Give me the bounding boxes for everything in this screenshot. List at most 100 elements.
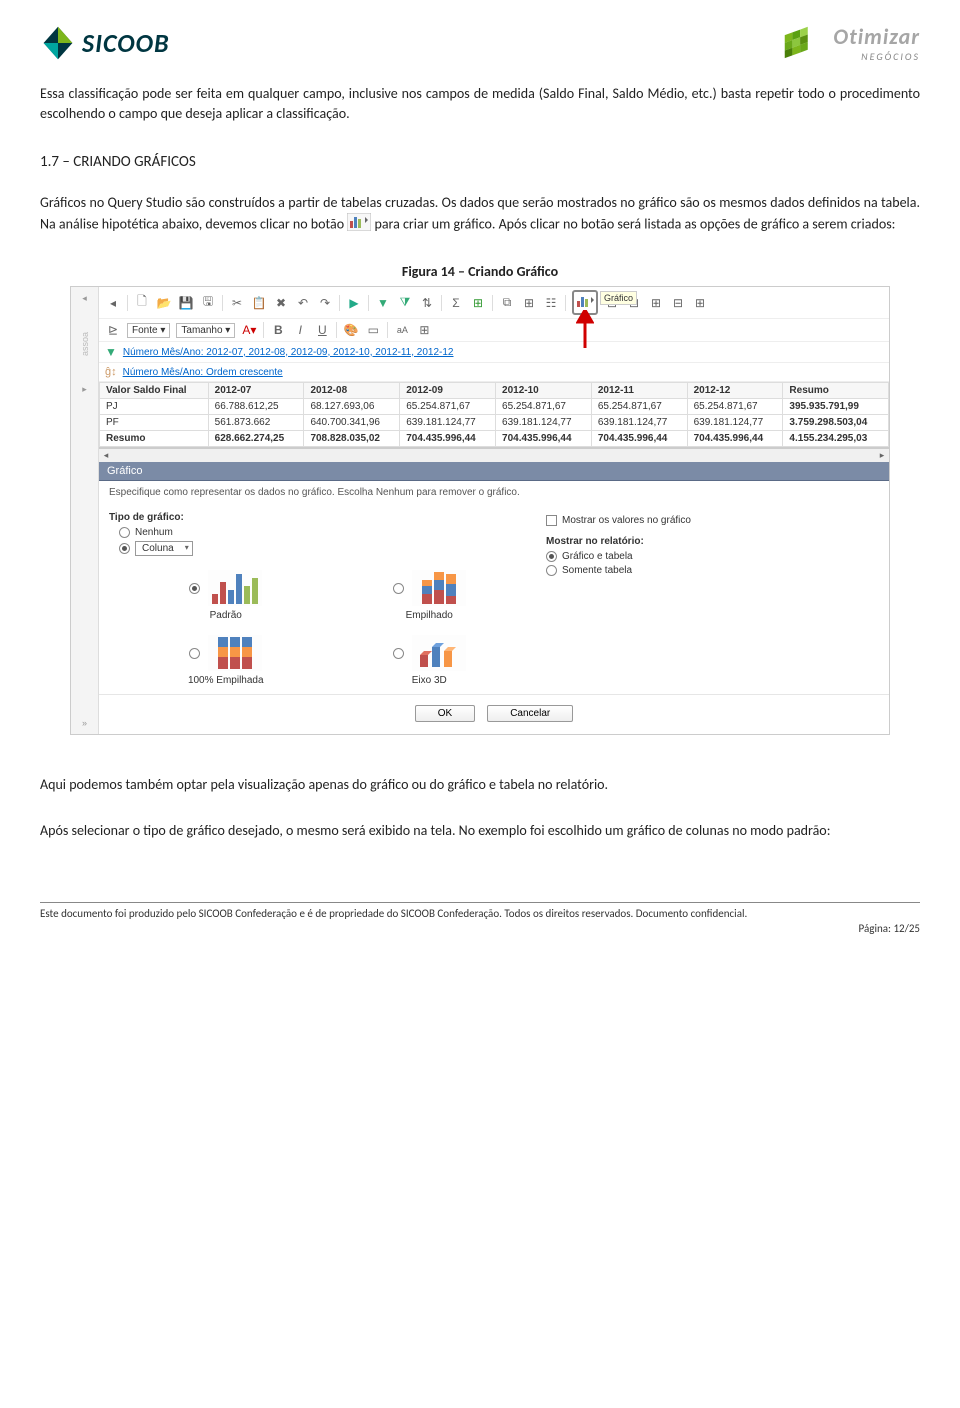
bgcolor-icon[interactable]: 🎨 (343, 322, 359, 338)
collapse-icon[interactable]: ⊟ (670, 295, 686, 311)
table-cell: 704.435.996,44 (591, 431, 687, 447)
radio-cem[interactable] (189, 648, 200, 659)
size-select[interactable]: Tamanho ▾ (176, 323, 235, 338)
table-header: 2012-09 (400, 383, 496, 399)
check-mostrar-valores[interactable]: Mostrar os valores no gráfico (546, 515, 879, 526)
save-icon[interactable]: 💾 (178, 295, 194, 311)
radio-icon-checked[interactable] (119, 543, 130, 554)
table-cell: 640.700.341,96 (304, 415, 400, 431)
filter2-icon[interactable]: ⧩ (397, 295, 413, 311)
label-empilhado: Empilhado (406, 610, 453, 621)
filter-icon[interactable]: ▼ (375, 295, 391, 311)
radio-eixo3d[interactable] (393, 648, 404, 659)
table-header: 2012-08 (304, 383, 400, 399)
label-padrao: Padrão (210, 610, 242, 621)
radio-empilhado[interactable] (393, 583, 404, 594)
undo-icon[interactable]: ↶ (295, 295, 311, 311)
bold-icon[interactable]: B (270, 322, 286, 338)
misc3-icon[interactable]: ⊞ (648, 295, 664, 311)
table-cell: 639.181.124,77 (400, 415, 496, 431)
sort-link[interactable]: Número Mês/Ano: Ordem crescente (123, 367, 283, 378)
checkbox-icon[interactable] (546, 515, 557, 526)
radio-padrao[interactable] (189, 583, 200, 594)
radio-nenhum[interactable]: Nenhum (119, 527, 516, 538)
table-header: 2012-12 (687, 383, 783, 399)
chart-opt-padrao: Padrão (139, 570, 313, 621)
table-cell: 708.828.035,02 (304, 431, 400, 447)
footer-text: Este documento foi produzido pelo SICOOB… (40, 907, 920, 920)
new-icon[interactable]: 🗋 (134, 295, 150, 311)
cut-icon[interactable]: ✂ (229, 295, 245, 311)
table-header: Resumo (783, 383, 889, 399)
page-footer: Este documento foi produzido pelo SICOOB… (40, 902, 920, 935)
thumb-empilhado[interactable] (412, 570, 466, 606)
p3: Aqui podemos também optar pela visualiza… (40, 775, 920, 795)
label-cem: 100% Empilhada (188, 675, 264, 686)
calc-icon[interactable]: ⊞ (470, 295, 486, 311)
horizontal-scrollbar[interactable]: ◂▸ (99, 448, 889, 462)
table-cell: 3.759.298.503,04 (783, 415, 889, 431)
chart-opt-cem: 100% Empilhada (139, 635, 313, 686)
sort-icon[interactable]: ⇅ (419, 295, 435, 311)
open-icon[interactable]: 📂 (156, 295, 172, 311)
radio-somente-tabela[interactable]: Somente tabela (546, 565, 879, 576)
section-title: 1.7 – CRIANDO GRÁFICOS (40, 153, 920, 171)
pivot-icon[interactable]: ⊞ (521, 295, 537, 311)
fontcolor-icon[interactable]: A▾ (241, 322, 257, 338)
filter-row: ▼ Número Mês/Ano: 2012-07, 2012-08, 2012… (99, 342, 889, 363)
delete-icon[interactable]: ✖ (273, 295, 289, 311)
table-row: Resumo628.662.274,25708.828.035,02704.43… (100, 431, 889, 447)
save-as-icon[interactable]: 🖫 (200, 295, 216, 311)
coluna-select[interactable]: Coluna (135, 541, 193, 556)
radio-grafico-tabela[interactable]: Gráfico e tabela (546, 551, 879, 562)
table-cell: 65.254.871,67 (687, 399, 783, 415)
cancel-button[interactable]: Cancelar (487, 705, 573, 722)
redo-icon[interactable]: ↷ (317, 295, 333, 311)
expand-icon[interactable]: ⊞ (692, 295, 708, 311)
chart-style-grid: Padrão Empilhado (139, 570, 516, 686)
chart-opt-empilhado: Empilhado (343, 570, 517, 621)
sort-row: ĝ↕ Número Mês/Ano: Ordem crescente (99, 363, 889, 382)
italic-icon[interactable]: I (292, 322, 308, 338)
opt-grafico-tabela-label: Gráfico e tabela (562, 551, 633, 562)
radio-coluna[interactable]: Coluna (119, 541, 516, 556)
border-icon[interactable]: ▭ (365, 322, 381, 338)
paste-icon[interactable]: 📋 (251, 295, 267, 311)
mostrar-valores-label: Mostrar os valores no gráfico (562, 515, 691, 526)
table-header: Valor Saldo Final (100, 383, 209, 399)
p2-part-b: para criar um gráfico. Após clicar no bo… (374, 215, 895, 232)
intro-paragraph: Essa classificação pode ser feita em qua… (40, 84, 920, 125)
opt-nenhum-label: Nenhum (135, 527, 173, 538)
red-arrow-icon (576, 310, 594, 348)
table-cell: Resumo (100, 431, 209, 447)
section-icon[interactable]: ☷ (543, 295, 559, 311)
filter-link[interactable]: Número Mês/Ano: 2012-07, 2012-08, 2012-0… (123, 347, 454, 358)
underline-icon[interactable]: U (314, 322, 330, 338)
radio-st-icon[interactable] (546, 565, 557, 576)
table-cell: 639.181.124,77 (591, 415, 687, 431)
toolbar-row-font: ⊵ Fonte ▾ Tamanho ▾ A▾ B I U 🎨 ▭ aA ⊞ (99, 319, 889, 342)
aa-icon[interactable]: aA (394, 322, 410, 338)
font-icon[interactable]: ⊵ (105, 322, 121, 338)
radio-gt-icon[interactable] (546, 551, 557, 562)
sum-icon[interactable]: Σ (448, 295, 464, 311)
chart-button-highlighted[interactable]: Gráfico (572, 290, 598, 315)
thumb-eixo3d[interactable] (412, 635, 466, 671)
sort-indicator-icon: ĝ↕ (105, 366, 117, 378)
nav-back-icon[interactable]: ◂ (105, 295, 121, 311)
table-row: PJ66.788.612,2568.127.693,0665.254.871,6… (100, 399, 889, 415)
screenshot-figure: ◂ assoa ▸ » ◂ 🗋 📂 💾 🖫 ✂ 📋 ✖ ↶ ↷ ▶ (70, 286, 890, 735)
thumb-cem[interactable] (208, 635, 262, 671)
ok-button[interactable]: OK (415, 705, 475, 722)
thumb-padrao[interactable] (208, 570, 262, 606)
chart-tooltip: Gráfico (600, 291, 637, 305)
p4: Após selecionar o tipo de gráfico deseja… (40, 821, 920, 841)
group-icon[interactable]: ⧉ (499, 295, 515, 311)
data-table: Valor Saldo Final2012-072012-082012-0920… (99, 382, 889, 447)
run-icon[interactable]: ▶ (346, 295, 362, 311)
radio-icon[interactable] (119, 527, 130, 538)
grid-icon[interactable]: ⊞ (416, 322, 432, 338)
table-cell: PF (100, 415, 209, 431)
table-cell: 68.127.693,06 (304, 399, 400, 415)
font-select[interactable]: Fonte ▾ (127, 323, 170, 338)
